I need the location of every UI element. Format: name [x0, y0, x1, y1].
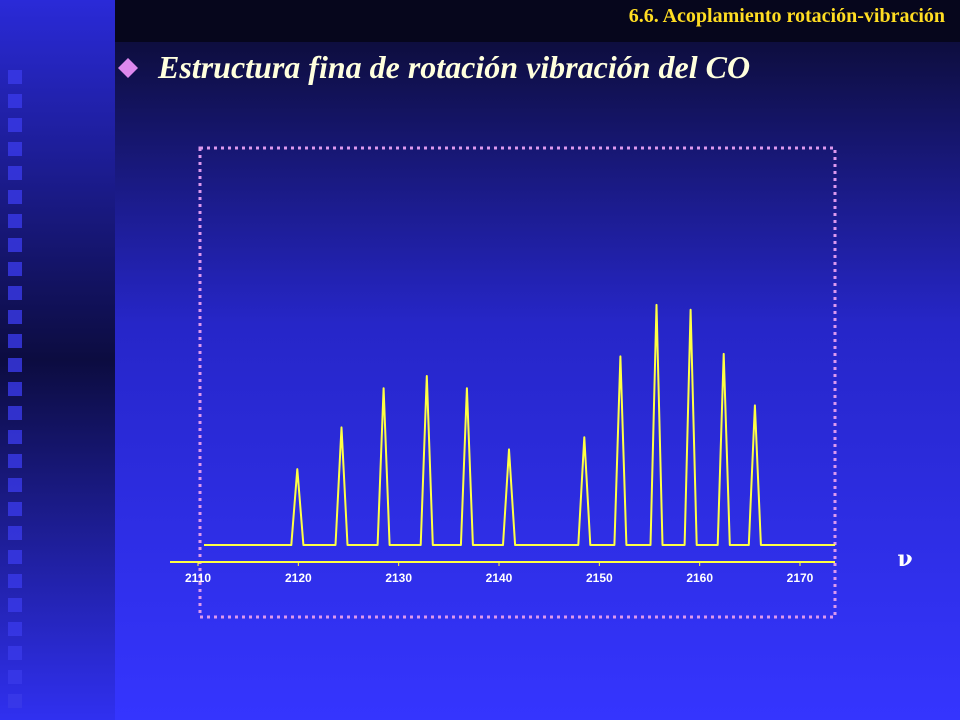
deco-square	[8, 478, 22, 492]
deco-square	[8, 334, 22, 348]
frame	[198, 146, 837, 619]
deco-square	[8, 214, 22, 228]
x-tick-label: 2160	[686, 571, 713, 585]
section-title: 6.6. Acoplamiento rotación-vibración	[629, 5, 945, 27]
deco-square	[8, 70, 22, 84]
deco-square	[8, 118, 22, 132]
deco-square	[8, 454, 22, 468]
plot: 2110 2120 2130 2140 2150 2160 2170	[185, 303, 836, 585]
deco-square	[8, 190, 22, 204]
x-tick-label: 2130	[385, 571, 412, 585]
deco-square	[8, 526, 22, 540]
x-axis-label: ν	[897, 546, 912, 572]
deco-square	[8, 358, 22, 372]
deco-square	[8, 430, 22, 444]
deco-square	[8, 406, 22, 420]
deco-square	[8, 310, 22, 324]
deco-square	[8, 646, 22, 660]
deco-square	[8, 622, 22, 636]
deco-square	[8, 670, 22, 684]
slide-title: Estructura fina de rotación vibración de…	[157, 49, 750, 85]
deco-square	[8, 286, 22, 300]
deco-square	[8, 238, 22, 252]
deco-square	[8, 262, 22, 276]
deco-square	[8, 382, 22, 396]
x-tick-label: 2110	[185, 571, 211, 585]
x-tick-label: 2140	[486, 571, 513, 585]
deco-square	[8, 502, 22, 516]
spectrum-line	[204, 303, 836, 546]
deco-square	[8, 94, 22, 108]
deco-square	[8, 142, 22, 156]
header-bar	[115, 0, 960, 42]
x-tick-label: 2170	[787, 571, 814, 585]
x-tick-label: 2120	[285, 571, 312, 585]
deco-square	[8, 694, 22, 708]
deco-square	[8, 598, 22, 612]
deco-square	[8, 550, 22, 564]
x-tick-label: 2150	[586, 571, 613, 585]
deco-square	[8, 574, 22, 588]
deco-square	[8, 166, 22, 180]
bullet	[118, 58, 138, 78]
decoration	[8, 70, 22, 708]
